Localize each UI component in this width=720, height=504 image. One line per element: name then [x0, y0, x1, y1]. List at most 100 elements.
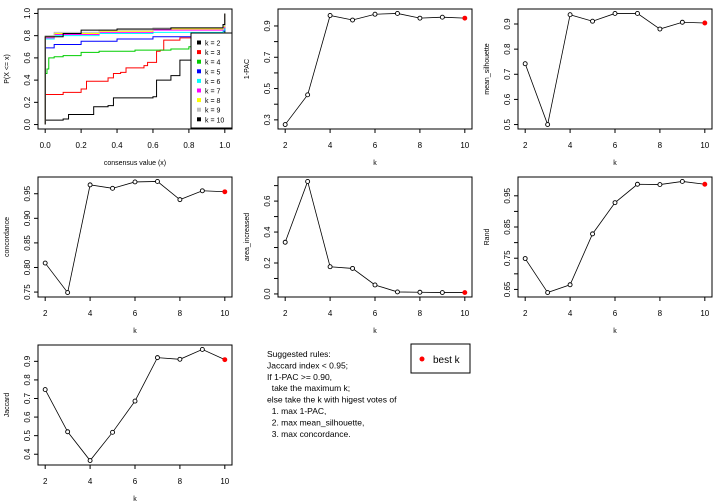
y-tick-label: 0.9 [503, 18, 512, 30]
rules-line: Jaccard index < 0.95; [267, 360, 348, 370]
legend-swatch [197, 88, 201, 93]
rules-line: 2. max mean_silhouette, [267, 417, 364, 427]
y-tick-label: 0.4 [23, 448, 32, 460]
legend-swatch [197, 69, 201, 74]
rules-line: If 1-PAC >= 0.90, [267, 372, 332, 382]
x-tick-label: 0.6 [147, 141, 159, 150]
x-tick-label: 2 [283, 309, 288, 318]
data-point [439, 14, 445, 20]
rules-line: 3. max concordance. [267, 429, 351, 439]
panel-jaccard: 2 4 6 8 10 0.4 0.5 0.6 0.7 0.8 0.9 k Jaccard [4, 344, 233, 503]
best-k-point [702, 20, 708, 26]
data-point [87, 458, 93, 464]
data-point [177, 197, 183, 203]
y-axis-label: Jaccard [4, 393, 11, 418]
legend-swatch [197, 50, 201, 55]
y-tick-label: 0.4 [263, 226, 272, 238]
x-axis-label: k [133, 496, 137, 503]
x-tick-label: 2 [43, 477, 48, 486]
x-tick-label: 2 [283, 141, 288, 150]
x-tick-label: 6 [373, 141, 378, 150]
y-tick-label: 0.85 [503, 219, 512, 235]
y-axis-label: area_increased [244, 213, 251, 261]
data-point [282, 122, 288, 128]
y-tick-label: 0.2 [263, 257, 272, 269]
data-point [679, 178, 685, 184]
data-point [42, 387, 48, 393]
data-point [395, 10, 400, 16]
data-point [42, 260, 48, 266]
best-k-point [462, 290, 468, 296]
x-tick-label: 8 [658, 141, 663, 150]
series-line [44, 181, 225, 294]
x-tick-label: 10 [700, 309, 709, 318]
data-point [417, 289, 423, 295]
x-tick-label: 6 [133, 309, 138, 318]
y-tick-label: 0.9 [263, 20, 272, 32]
x-tick-label: 10 [460, 141, 469, 150]
legend: k = 2 k = 3 k = 4 k = 5 k = 6 k = 7 k = 8 k = 9… [190, 32, 233, 129]
x-tick-label: 6 [373, 309, 378, 318]
x-tick-label: 4 [568, 141, 573, 150]
data-point [612, 200, 618, 206]
y-tick-label: 0.6 [23, 52, 32, 64]
panel-1-pac: 2 4 6 8 10 0.3 0.5 0.7 0.9 k 1-PAC [244, 8, 473, 167]
data-point [590, 231, 595, 237]
y-tick-label: 0.9 [23, 355, 32, 367]
x-tick-label: 0.4 [111, 141, 123, 150]
data-point [155, 355, 160, 361]
x-axis-label: k [373, 160, 377, 167]
data-point [87, 182, 93, 188]
y-tick-label: 0.6 [23, 411, 32, 423]
x-axis-label: k [373, 328, 377, 335]
ecdf-line-k3 [44, 13, 226, 125]
x-tick-label: 6 [613, 309, 618, 318]
x-tick-label: 4 [328, 141, 333, 150]
legend-swatch [197, 59, 201, 64]
data-point [110, 429, 115, 435]
data-point [522, 61, 528, 67]
data-point [155, 178, 160, 184]
y-axis-label: P(X <= x) [4, 54, 11, 84]
legend-swatch [197, 107, 201, 112]
y-tick-label: 0.8 [503, 43, 512, 55]
data-point [590, 18, 595, 24]
x-tick-label: 2 [43, 309, 48, 318]
x-tick-label: 8 [178, 477, 183, 486]
x-tick-label: 10 [700, 141, 709, 150]
data-point [395, 289, 400, 295]
data-point [199, 346, 205, 352]
y-axis-label: 1-PAC [244, 59, 251, 79]
data-point [132, 179, 138, 185]
y-axis-label: mean_silhouette [484, 43, 491, 94]
data-point [657, 182, 663, 188]
y-axis-label: concordance [4, 217, 11, 257]
series-line [284, 13, 465, 125]
rules-line: 1. max 1-PAC, [267, 406, 326, 416]
x-axis-label: k [133, 328, 137, 335]
y-axis-label: Rand [484, 229, 491, 246]
panel-rand: 2 4 6 8 10 0.65 0.75 0.85 0.95 k Rand [484, 176, 713, 335]
y-tick-label: 0.90 [23, 210, 32, 226]
plot-box [37, 176, 233, 298]
plot-box [517, 8, 713, 130]
y-tick-label: 0.7 [263, 51, 272, 63]
suggested-rules: Suggested rules:Jaccard index < 0.95; If … [267, 349, 397, 439]
data-point [545, 290, 551, 296]
series-line [524, 181, 705, 294]
legend-label: k = 7 [205, 89, 220, 96]
legend-label: k = 3 [205, 50, 220, 57]
data-point [350, 265, 355, 271]
y-tick-label: 0.75 [503, 250, 512, 266]
best-k-point [222, 357, 228, 363]
best-k-label: best k [433, 355, 461, 366]
x-tick-label: 6 [613, 141, 618, 150]
x-axis-label: k [613, 328, 617, 335]
panel-concordance: 2 4 6 8 10 0.75 0.80 0.85 0.90 0.95 k concordance [4, 176, 233, 335]
data-point [110, 185, 115, 191]
x-tick-label: 4 [328, 309, 333, 318]
legend-label: k = 5 [205, 69, 220, 76]
y-tick-label: 0.65 [503, 281, 512, 297]
data-point [679, 19, 685, 25]
best-k-point [222, 189, 228, 195]
